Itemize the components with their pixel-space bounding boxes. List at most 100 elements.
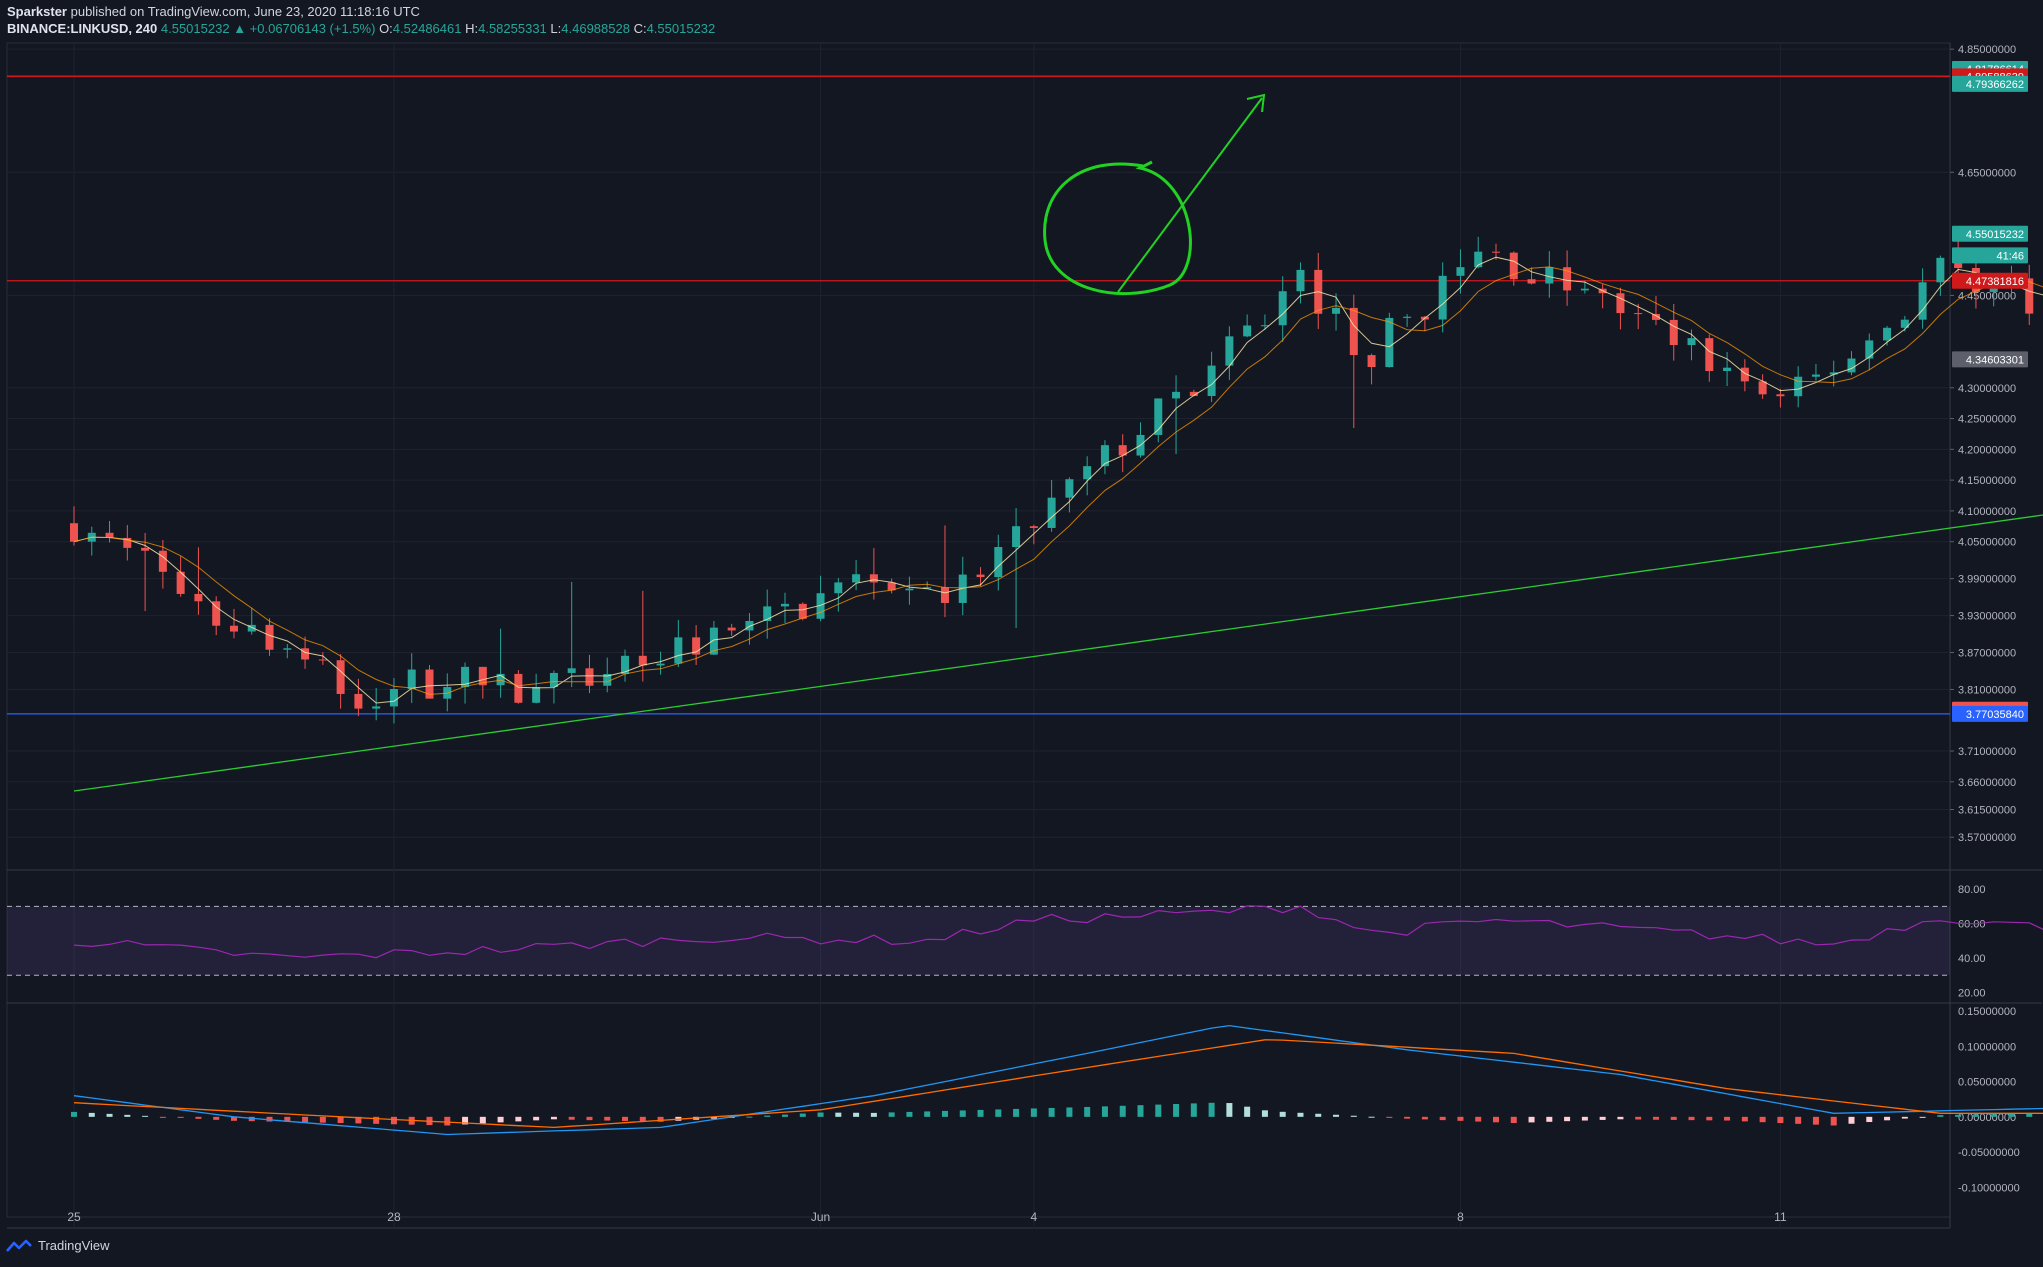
macd-histogram-bar [1706, 1116, 1713, 1121]
macd-histogram-bar [444, 1116, 451, 1126]
candle-body [1758, 381, 1767, 395]
candle-body [1083, 466, 1092, 480]
candle-body [389, 688, 398, 707]
macd-histogram-bar [533, 1116, 540, 1121]
candle-body [1278, 291, 1287, 326]
candle-body [1367, 355, 1376, 368]
macd-histogram-bar [1972, 1114, 1979, 1117]
macd-histogram-bar [106, 1113, 113, 1117]
candle-body [1527, 279, 1536, 284]
macd-histogram-bar [817, 1112, 824, 1117]
macd-histogram-bar [1635, 1116, 1642, 1120]
candle-body [1811, 374, 1820, 377]
y-tick-label: 4.25000000 [1958, 414, 2016, 426]
macd-histogram-bar [1315, 1113, 1322, 1117]
y-tick-label: 4.10000000 [1958, 506, 2016, 518]
author-name[interactable]: Sparkster [7, 4, 67, 19]
candle-body [70, 523, 78, 542]
candle-body [1296, 269, 1305, 292]
ascending-trendline [73, 514, 2043, 792]
candle-body [1260, 325, 1269, 327]
candle-body [1012, 526, 1021, 548]
y-tick-label: 4.65000000 [1958, 167, 2016, 179]
macd-histogram-bar [1812, 1116, 1819, 1125]
candle-body [1865, 340, 1874, 359]
macd-histogram-bar [870, 1112, 877, 1117]
macd-histogram-bar [568, 1116, 575, 1120]
price-axis-label-bg [1952, 225, 2028, 242]
candle-body [1332, 307, 1341, 314]
macd-histogram-bar [1101, 1106, 1108, 1117]
candle-body [1883, 327, 1892, 341]
macd-histogram-bar [1759, 1116, 1766, 1123]
macd-histogram-bar [1652, 1116, 1659, 1120]
macd-histogram-bar [142, 1115, 149, 1117]
candle-body [2025, 278, 2034, 314]
price-axis-label-bg [1952, 247, 2028, 264]
footer: TradingView [6, 1238, 110, 1253]
candle-body [354, 693, 363, 709]
y-tick-label: 3.61500000 [1958, 805, 2016, 817]
macd-histogram-bar [1741, 1116, 1748, 1122]
price-axis-label-bg [1952, 705, 2028, 722]
price-axis-label: 4.47381816 [1966, 276, 2024, 288]
candle-body [585, 668, 594, 686]
candle-body [158, 550, 167, 572]
candle-body [1509, 252, 1518, 280]
macd-histogram-bar [1297, 1112, 1304, 1117]
macd-histogram-bar [924, 1111, 931, 1117]
candle-body [461, 666, 470, 688]
candle-body [1651, 313, 1660, 320]
symbol-name[interactable]: BINANCE:LINKUSD, 240 [7, 21, 158, 36]
candle-body [1918, 282, 1927, 320]
macd-histogram-bar [1066, 1107, 1073, 1117]
candle-body [1776, 394, 1785, 397]
candle-body [1225, 336, 1234, 366]
candle-body [763, 606, 772, 621]
macd-tick-label: 0.00000000 [1958, 1112, 2016, 1124]
macd-histogram-bar [1724, 1116, 1731, 1121]
macd-tick-label: -0.05000000 [1958, 1147, 2020, 1159]
macd-histogram-bar [462, 1116, 469, 1125]
price-axis-label: 4.55015232 [1966, 229, 2024, 241]
macd-histogram-bar [1421, 1116, 1428, 1120]
macd-histogram-bar [319, 1116, 326, 1123]
macd-histogram-bar [1439, 1116, 1446, 1121]
candle-body [1065, 479, 1074, 498]
candle-body [1563, 267, 1572, 291]
macd-histogram-bar [248, 1116, 255, 1122]
macd-histogram-bar [230, 1116, 237, 1121]
brand-label[interactable]: TradingView [38, 1238, 110, 1253]
y-tick-label: 3.71000000 [1958, 746, 2016, 758]
macd-histogram-bar [355, 1116, 362, 1124]
tradingview-logo-icon [6, 1239, 32, 1252]
macd-histogram-bar [622, 1116, 629, 1121]
x-tick-label: 4 [1031, 1210, 1038, 1224]
macd-histogram-bar [213, 1116, 220, 1120]
x-tick-label: 28 [387, 1210, 401, 1224]
rsi-line [73, 905, 2043, 959]
macd-histogram-bar [302, 1116, 309, 1123]
candle-body [869, 574, 878, 583]
macd-histogram-bar [550, 1116, 557, 1120]
candle-body [1634, 313, 1643, 315]
highlight-circle-drawing [1043, 160, 1192, 296]
candle-body [1118, 445, 1127, 456]
macd-histogram-bar [1670, 1116, 1677, 1120]
macd-histogram-bar [906, 1111, 913, 1117]
macd-histogram-bar [1493, 1116, 1499, 1123]
macd-histogram-bar [1546, 1116, 1553, 1122]
macd-histogram-bar [1350, 1115, 1357, 1117]
macd-histogram-bar [373, 1116, 380, 1124]
macd-histogram-bar [1368, 1116, 1375, 1118]
macd-histogram-bar [746, 1116, 753, 1118]
macd-histogram-bar [1528, 1116, 1535, 1123]
close-label: C: [633, 21, 647, 36]
macd-histogram-bar [1048, 1107, 1055, 1117]
price-axis-label: 4.34603301 [1966, 354, 2024, 366]
x-tick-label: 11 [1774, 1210, 1787, 1224]
candle-body [1172, 391, 1181, 399]
macd-histogram-bar [159, 1116, 166, 1118]
